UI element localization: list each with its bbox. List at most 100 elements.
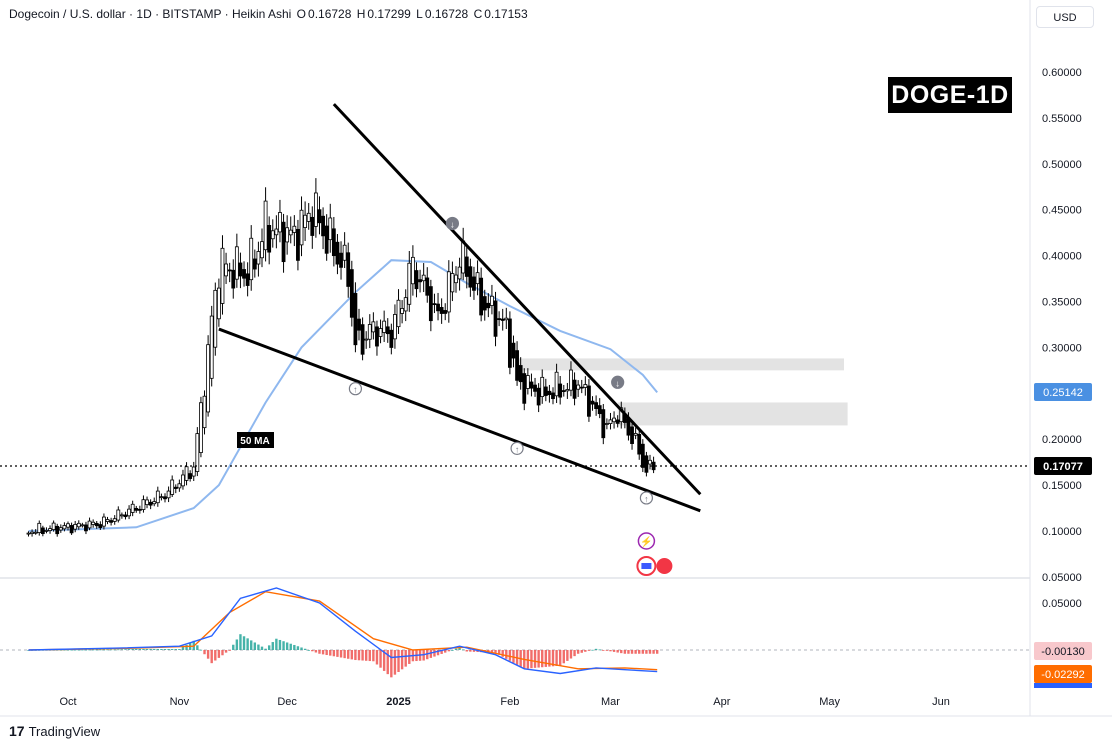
candle-body xyxy=(486,302,491,309)
macd-histogram-bar xyxy=(117,649,120,651)
low-value: 0.16728 xyxy=(424,7,469,21)
candle-body xyxy=(288,229,293,236)
time-tick-label: May xyxy=(819,696,840,708)
price-tick-label: 0.35000 xyxy=(1042,297,1082,309)
macd-histogram-bar xyxy=(544,650,548,667)
price-tick-label: 0.05000 xyxy=(1042,572,1082,584)
macd-histogram-bar xyxy=(267,645,271,650)
time-tick-label: 2025 xyxy=(386,696,410,708)
candle-body xyxy=(640,443,645,468)
macd-signal-line xyxy=(28,590,658,671)
candle-body xyxy=(227,269,232,272)
macd-histogram-bar xyxy=(120,649,124,651)
candle-body xyxy=(267,225,272,253)
candle-body xyxy=(558,383,563,398)
macd-histogram-bar xyxy=(558,650,562,666)
arrow-up-marker-icon xyxy=(510,441,524,455)
candle-body xyxy=(601,409,606,439)
macd-histogram-bar xyxy=(196,645,199,650)
macd-histogram-bar xyxy=(562,650,565,664)
candle-body xyxy=(421,274,426,282)
macd-histogram-bar xyxy=(278,639,282,650)
macd-histogram-bar xyxy=(630,650,634,654)
candle-body xyxy=(62,525,67,530)
candle-body xyxy=(206,344,211,413)
tradingview-logo-icon: 17 xyxy=(9,723,25,739)
macd-histogram-bar xyxy=(250,640,253,650)
candle-body xyxy=(378,328,383,337)
high-value: 0.17299 xyxy=(367,7,411,21)
candle-body xyxy=(213,289,218,348)
symbol-legend: Dogecoin / U.S. dollar · 1D · BITSTAMP ·… xyxy=(9,7,530,21)
candle-body xyxy=(98,524,103,529)
candle-body xyxy=(504,317,509,321)
candle-body xyxy=(292,225,297,233)
close-value: 0.17153 xyxy=(484,7,528,21)
candle-body xyxy=(163,496,167,500)
arrow-down-marker-icon xyxy=(611,375,625,389)
candle-body xyxy=(490,295,494,306)
candle-body xyxy=(475,272,480,285)
macd-histogram-bar xyxy=(260,646,264,650)
footer-branding[interactable]: 17 TradingView xyxy=(9,723,100,739)
macd-histogram-bar xyxy=(84,649,88,651)
macd-histogram-bar xyxy=(436,650,440,656)
candle-body xyxy=(296,228,300,261)
macd-histogram-bar xyxy=(433,650,436,657)
macd-histogram-bar xyxy=(185,644,188,650)
macd-histogram-bar xyxy=(210,650,213,664)
macd-histogram-bar xyxy=(580,650,583,653)
last-price-value: 0.17077 xyxy=(1043,461,1083,473)
macd-histogram-bar xyxy=(275,638,278,650)
candle-body xyxy=(425,277,430,296)
candle-body xyxy=(364,338,369,341)
candle-body xyxy=(407,262,412,305)
candle-body xyxy=(260,241,264,259)
macd-histogram-bar xyxy=(623,650,627,654)
macd-histogram-bar xyxy=(174,649,177,650)
flag-stripe xyxy=(641,563,652,569)
candle-body xyxy=(479,277,484,316)
macd-histogram-bar xyxy=(573,650,576,657)
arrow-up-marker-icon xyxy=(348,382,363,396)
candle-body xyxy=(536,387,541,406)
ma-label: 50 MA xyxy=(240,436,269,447)
macd-histogram-bar xyxy=(372,650,375,662)
macd-histogram-bar xyxy=(296,646,300,650)
candle-body xyxy=(360,324,365,355)
macd-histogram-bar xyxy=(329,650,332,656)
macd-histogram-bar xyxy=(339,650,343,658)
macd-histogram-bar xyxy=(627,650,630,654)
candle-body xyxy=(69,525,74,534)
macd-histogram-bar xyxy=(620,650,623,654)
macd-histogram-bar xyxy=(113,649,116,651)
macd-histogram-bar xyxy=(95,649,98,651)
candle-body xyxy=(148,501,153,506)
candle-body xyxy=(525,375,530,389)
candle-body xyxy=(414,270,419,290)
price-tick-label: 0.50000 xyxy=(1042,159,1082,171)
macd-histogram-bar xyxy=(203,650,206,655)
candle-body xyxy=(637,433,642,455)
candle-body xyxy=(590,400,595,405)
candle-body xyxy=(572,379,577,399)
candle-body xyxy=(80,524,85,527)
macd-histogram-bar xyxy=(253,642,257,650)
candle-body xyxy=(123,514,128,518)
macd-histogram-bar xyxy=(127,649,131,650)
macd-histogram-bar xyxy=(609,650,612,652)
macd-histogram-bar xyxy=(454,648,458,650)
macd-histogram-bar xyxy=(530,650,533,669)
macd-histogram-bar xyxy=(444,650,447,653)
candle-body xyxy=(328,217,333,241)
macd-histogram-bar xyxy=(555,650,558,666)
candle-body xyxy=(615,419,620,424)
macd-blue-tag-edge xyxy=(1034,683,1092,688)
candle-body xyxy=(579,386,584,389)
candle-body xyxy=(375,326,379,347)
currency-button[interactable]: USD xyxy=(1036,6,1094,28)
macd-value: -0.02292 xyxy=(1041,669,1084,681)
candle-body xyxy=(119,514,124,517)
candle-body xyxy=(511,342,516,359)
